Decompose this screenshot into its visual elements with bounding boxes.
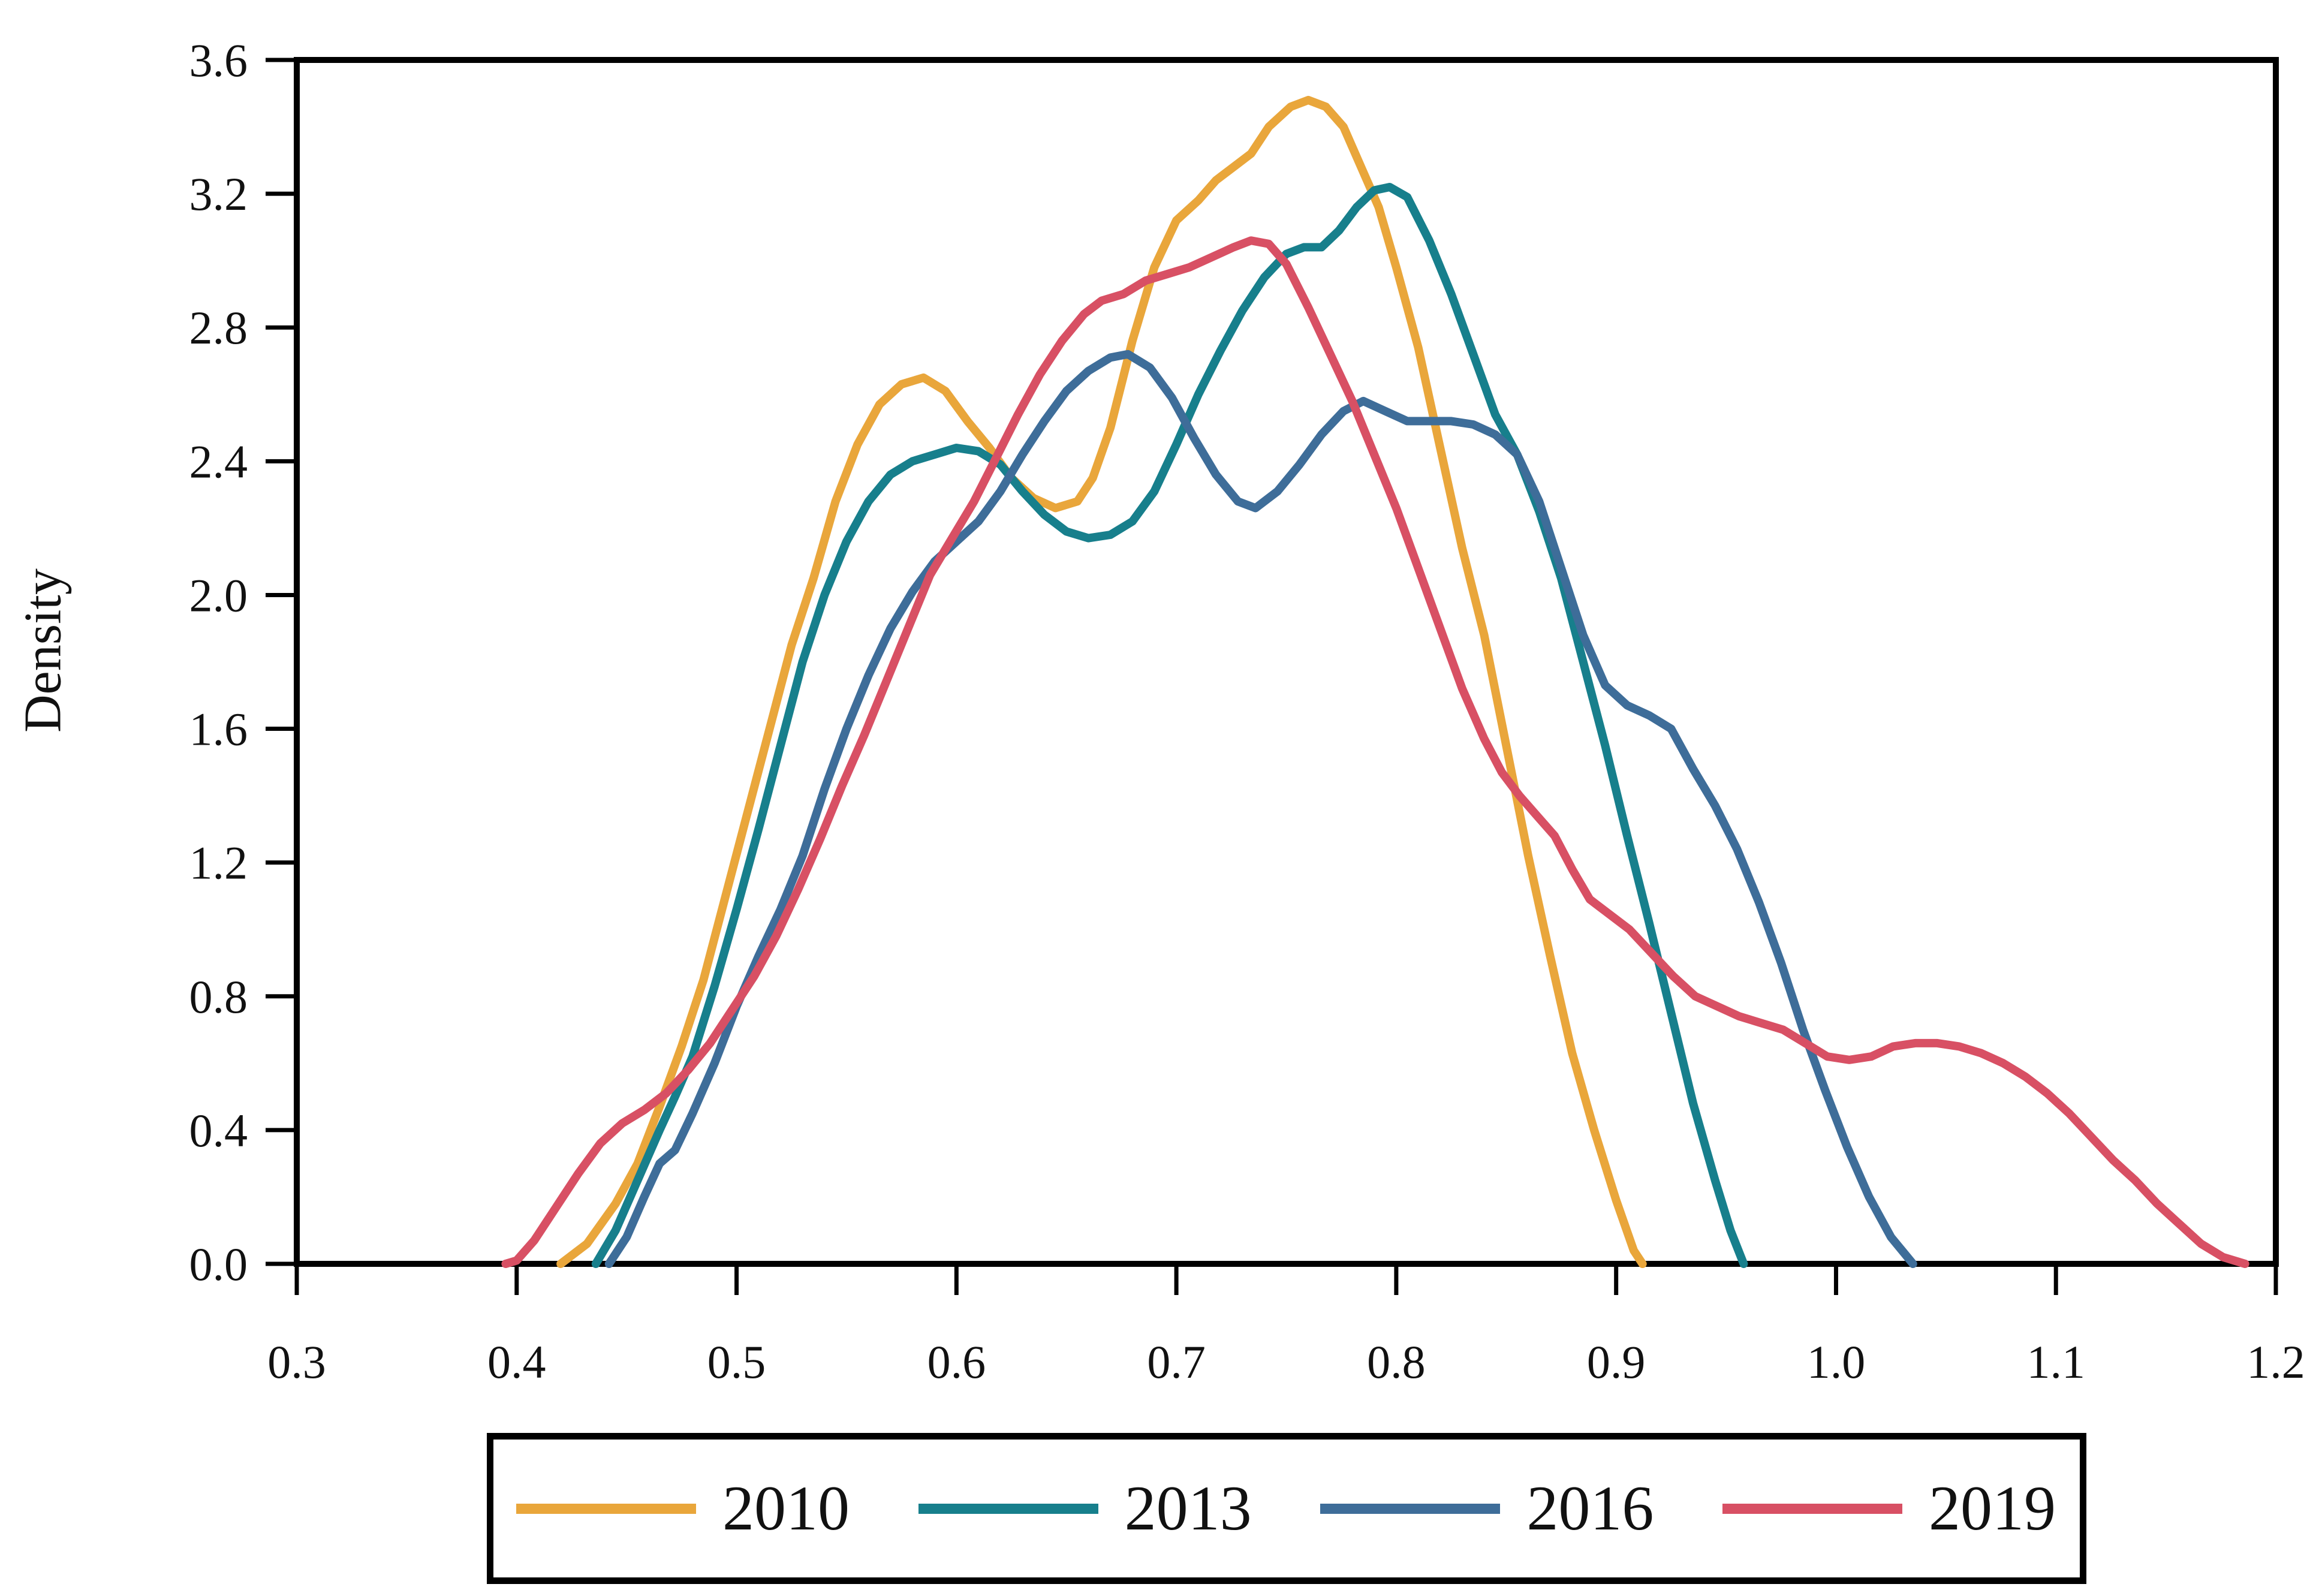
legend: 2010 2013 2016 2019 — [487, 1433, 2086, 1584]
x-tick-label: 0.9 — [1587, 1336, 1646, 1388]
legend-label-2019: 2019 — [1928, 1473, 2056, 1543]
y-tick-label: 2.0 — [189, 569, 248, 621]
legend-item-2016: 2016 — [1320, 1477, 1654, 1540]
x-tick-label: 0.6 — [927, 1336, 986, 1388]
curve-2019 — [501, 236, 2249, 1268]
x-tick-label: 0.4 — [487, 1336, 546, 1388]
legend-line-2016 — [1320, 1503, 1501, 1514]
legend-line-2010 — [516, 1503, 696, 1514]
legend-line-2013 — [918, 1503, 1098, 1514]
y-tick-label: 2.4 — [189, 435, 248, 487]
legend-item-2013: 2013 — [918, 1477, 1252, 1540]
x-tick-label: 1.0 — [1807, 1336, 1866, 1388]
curve-2016 — [604, 350, 1917, 1268]
y-tick-label: 3.2 — [189, 168, 248, 220]
x-tick-label: 1.1 — [2026, 1336, 2085, 1388]
x-tick-label: 0.7 — [1147, 1336, 1206, 1388]
legend-item-2019: 2019 — [1722, 1477, 2056, 1540]
x-tick-label: 1.2 — [2246, 1336, 2305, 1388]
x-tick-label: 0.3 — [267, 1336, 326, 1388]
legend-line-2019 — [1722, 1503, 1902, 1514]
legend-label-2010: 2010 — [722, 1473, 850, 1543]
legend-label-2016: 2016 — [1526, 1473, 1654, 1543]
y-tick-label: 0.8 — [189, 971, 248, 1023]
legend-label-2013: 2013 — [1124, 1473, 1252, 1543]
y-tick-label: 2.8 — [189, 302, 248, 354]
legend-item-2010: 2010 — [516, 1477, 850, 1540]
x-tick-label: 0.5 — [707, 1336, 766, 1388]
y-tick-label: 1.2 — [189, 837, 248, 889]
y-tick-label: 3.6 — [189, 34, 248, 86]
curve-2010 — [556, 95, 1647, 1268]
y-tick-label: 1.6 — [189, 703, 248, 755]
y-tick-label: 0.0 — [189, 1238, 248, 1290]
plot-frame — [294, 57, 2279, 1267]
x-tick-label: 0.8 — [1367, 1336, 1426, 1388]
y-tick-label: 0.4 — [189, 1104, 248, 1157]
y-axis-title: Density — [14, 568, 73, 733]
